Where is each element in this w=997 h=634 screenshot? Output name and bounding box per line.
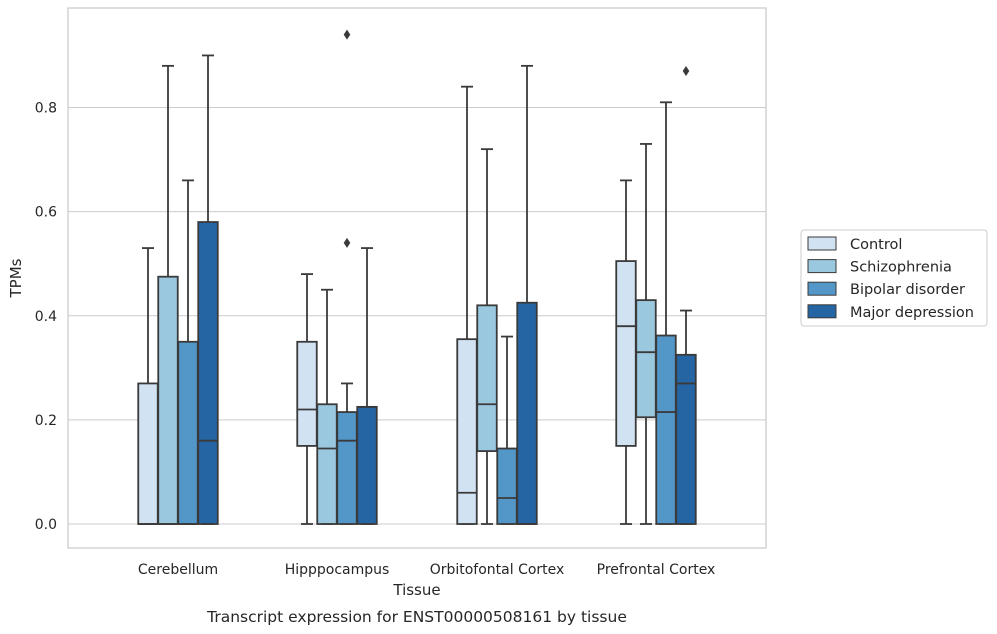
x-tick-label: Hipppocampus bbox=[285, 562, 390, 578]
legend-label: Bipolar disorder bbox=[850, 282, 965, 298]
boxes bbox=[137, 29, 697, 525]
y-axis-label: TPMs bbox=[7, 258, 25, 298]
box-2-2 bbox=[496, 335, 518, 525]
outlier-point bbox=[682, 66, 690, 77]
box-iqr bbox=[356, 405, 378, 525]
outlier-point bbox=[343, 29, 351, 40]
box-1-1 bbox=[316, 288, 338, 525]
y-tick-label: 0.6 bbox=[35, 205, 57, 221]
box-3-0 bbox=[615, 179, 637, 525]
x-tick-label: Orbitofontal Cortex bbox=[430, 562, 565, 578]
legend: Control Schizophrenia Bipolar disorder Majo… bbox=[800, 229, 988, 327]
y-tick-label: 0.2 bbox=[35, 413, 57, 429]
y-tick-labels: 0.0 0.2 0.4 0.6 0.8 bbox=[35, 101, 57, 534]
box-2-0 bbox=[456, 85, 478, 525]
box-iqr bbox=[476, 304, 498, 453]
box-1-0 bbox=[296, 273, 318, 525]
box-iqr bbox=[615, 260, 637, 447]
box-iqr bbox=[336, 411, 358, 525]
box-iqr bbox=[197, 221, 219, 525]
box-iqr bbox=[635, 299, 657, 419]
box-iqr bbox=[157, 275, 179, 525]
box-1-3 bbox=[356, 247, 378, 525]
legend-swatch bbox=[807, 304, 837, 319]
plot-frame bbox=[67, 7, 767, 549]
box-iqr bbox=[137, 382, 159, 525]
box-iqr bbox=[496, 447, 518, 525]
box-iqr bbox=[177, 340, 199, 525]
outlier-point bbox=[343, 237, 351, 248]
box-1-2 bbox=[336, 29, 358, 525]
x-tick-labels: Cerebellum Hipppocampus Orbitofontal Corte… bbox=[138, 562, 715, 578]
x-tick-label: Prefrontal Cortex bbox=[597, 562, 716, 578]
box-3-2 bbox=[655, 101, 677, 525]
legend-label: Schizophrenia bbox=[850, 260, 952, 276]
box-iqr bbox=[675, 353, 697, 525]
y-tick-label: 0.4 bbox=[35, 309, 57, 325]
y-tick-label: 0.8 bbox=[35, 101, 57, 117]
box-iqr bbox=[655, 334, 677, 525]
y-tick-label: 0.0 bbox=[35, 517, 57, 533]
box-iqr bbox=[316, 403, 338, 525]
box-2-1 bbox=[476, 148, 498, 525]
box-3-1 bbox=[635, 143, 657, 525]
legend-swatch bbox=[807, 281, 837, 296]
legend-swatch bbox=[807, 259, 837, 274]
box-0-3 bbox=[197, 54, 219, 525]
legend-frame bbox=[800, 229, 988, 327]
legend-swatch bbox=[807, 236, 837, 251]
x-axis-label: Tissue bbox=[392, 581, 440, 599]
box-iqr bbox=[296, 340, 318, 447]
legend-label: Control bbox=[850, 237, 902, 253]
box-iqr bbox=[456, 338, 478, 525]
box-iqr bbox=[516, 301, 538, 525]
box-0-2 bbox=[177, 179, 199, 525]
legend-label: Major depression bbox=[850, 305, 974, 321]
box-0-1 bbox=[157, 64, 179, 525]
box-0-0 bbox=[137, 247, 159, 525]
chart-caption: Transcript expression for ENST0000050816… bbox=[206, 608, 627, 626]
box-2-3 bbox=[516, 64, 538, 525]
x-tick-label: Cerebellum bbox=[138, 562, 218, 578]
box-3-3 bbox=[675, 66, 697, 525]
